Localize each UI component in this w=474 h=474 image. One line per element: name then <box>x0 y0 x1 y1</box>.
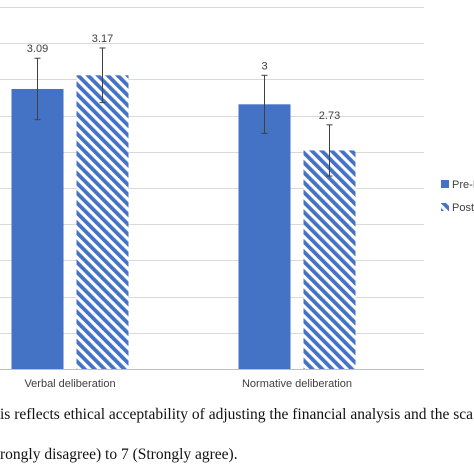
caption-line-1: is reflects ethical acceptability of adj… <box>0 406 473 423</box>
legend: Pre-I Post <box>441 179 474 214</box>
bar-pre-2 <box>238 104 291 369</box>
data-label: 3.09 <box>27 43 48 55</box>
category-label: Verbal deliberation <box>24 378 115 390</box>
legend-label: Post <box>452 202 474 214</box>
legend-swatch-post <box>441 203 449 211</box>
legend-label: Pre-I <box>452 179 474 191</box>
data-label: 2.73 <box>319 110 340 122</box>
category-label: Normative deliberation <box>242 378 352 390</box>
category-labels: Verbal deliberation Normative deliberatio… <box>24 378 352 390</box>
bar-pre-1 <box>11 88 64 369</box>
bar-post-1 <box>76 75 129 370</box>
legend-swatch-pre <box>441 180 449 188</box>
data-label: 3.17 <box>92 33 113 45</box>
data-labels: 3.09 3.17 3 2.73 <box>27 33 340 122</box>
gridlines <box>0 7 424 370</box>
bars <box>11 47 356 370</box>
bar-post-2 <box>303 150 356 369</box>
caption-line-2: rongly disagree) to 7 (Strongly agree). <box>0 446 238 463</box>
data-label: 3 <box>261 60 267 72</box>
